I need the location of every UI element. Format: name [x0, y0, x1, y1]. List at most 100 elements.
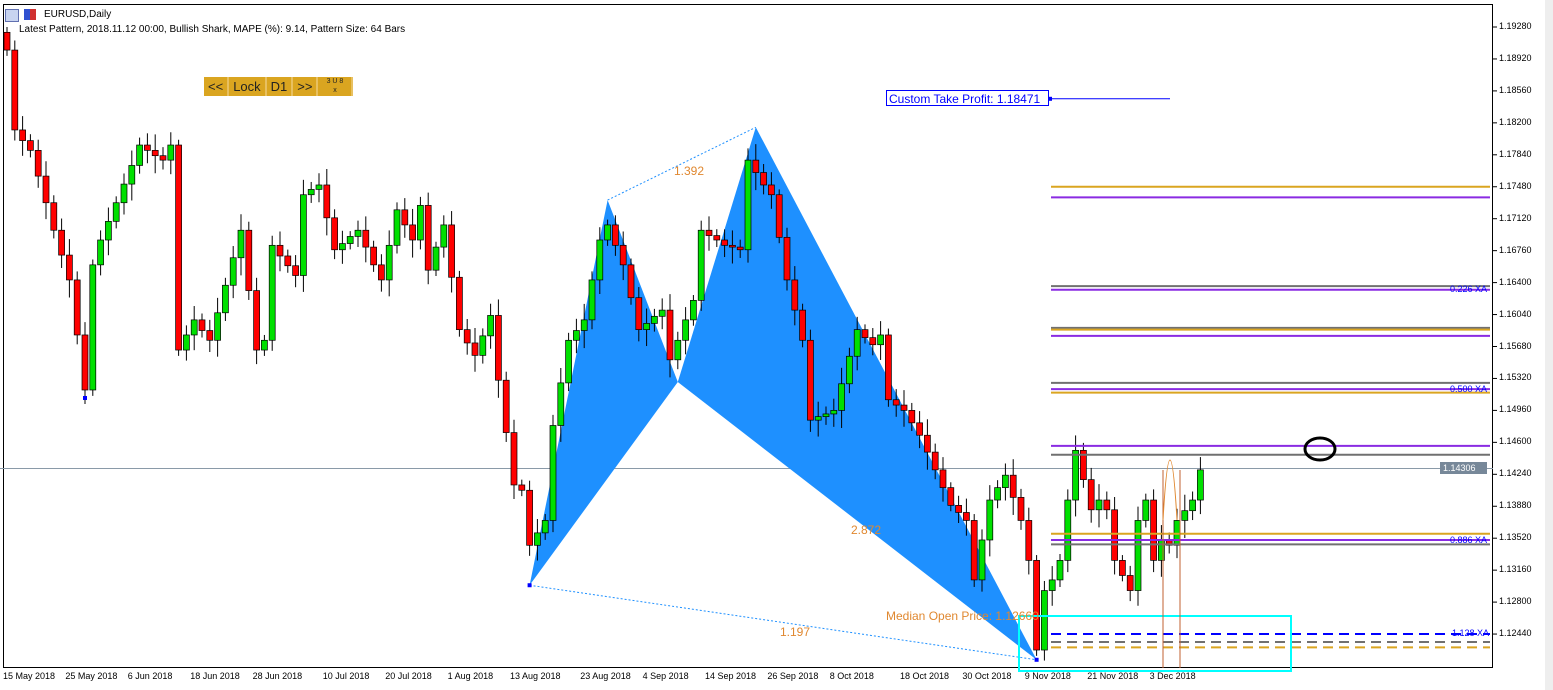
prev-pattern-button[interactable]: << [204, 77, 230, 96]
date-axis-label: 18 Oct 2018 [900, 671, 950, 681]
pattern-xab-triangle [529, 200, 678, 586]
bearish-candle [1033, 560, 1040, 651]
bearish-candle [409, 224, 416, 241]
price-axis-label: 1.13160 [1499, 564, 1532, 575]
bearish-candle [144, 144, 151, 151]
bearish-candle [50, 202, 58, 231]
bearish-candle [1017, 497, 1025, 521]
bearish-candle [19, 129, 26, 141]
chart-type-icon [24, 9, 36, 20]
bullish-candle [830, 410, 838, 415]
bearish-candle [1126, 575, 1134, 591]
bearish-candle [42, 175, 50, 204]
bearish-candle [206, 330, 214, 341]
bullish-candle [596, 239, 604, 281]
bullish-candle [1002, 474, 1009, 488]
bearish-candle [807, 339, 814, 421]
price-axis-label: 1.18560 [1499, 84, 1532, 95]
ratio-ac-label: 1.392 [674, 164, 705, 178]
bullish-candle [385, 244, 393, 281]
bearish-candle [58, 229, 65, 256]
price-axis-label: 1.17120 [1499, 212, 1532, 223]
bearish-candle [768, 184, 775, 196]
bullish-candle [651, 315, 658, 324]
bullish-candle [167, 144, 175, 161]
lock-button[interactable]: Lock [229, 77, 267, 96]
bearish-candle [963, 512, 970, 521]
date-axis-label: 26 Sep 2018 [767, 671, 819, 681]
bullish-candle [112, 202, 120, 222]
custom-take-profit-label[interactable]: Custom Take Profit: 1.18471 [886, 90, 1049, 106]
next-pattern-button[interactable]: >> [293, 77, 319, 96]
bullish-candle [1142, 499, 1150, 521]
bullish-candle [565, 339, 572, 384]
bearish-candle [73, 279, 81, 336]
bullish-candle [604, 224, 611, 241]
date-axis-label: 4 Sep 2018 [642, 671, 689, 681]
bearish-candle [635, 297, 643, 330]
mini-controls[interactable]: 3 U 8 x [318, 77, 354, 96]
bearish-candle [495, 315, 502, 381]
pattern-bcd-triangle [677, 127, 1037, 660]
bearish-candle [518, 484, 526, 491]
bearish-candle [463, 329, 471, 344]
bullish-candle [1197, 469, 1204, 501]
bullish-candle [853, 329, 861, 357]
price-axis-label: 1.18200 [1499, 116, 1532, 127]
bearish-candle [27, 140, 34, 151]
ratio-xd-label: 1.197 [780, 625, 811, 639]
bearish-candle [931, 451, 939, 471]
date-axis-label: 18 Jun 2018 [190, 671, 240, 681]
bullish-candle [994, 487, 1001, 501]
timeframe-button[interactable]: D1 [266, 77, 294, 96]
pivot-marker [1034, 657, 1039, 662]
bearish-candle [159, 155, 167, 161]
xa-level-label: 0.500 XA [1450, 384, 1488, 394]
chart-area[interactable] [3, 4, 1493, 668]
bearish-candle [627, 264, 635, 299]
bullish-candle [1056, 560, 1064, 581]
bearish-candle [955, 505, 962, 513]
bearish-candle [253, 290, 260, 351]
bullish-candle [978, 539, 986, 581]
bullish-candle [346, 236, 354, 244]
bullish-candle [417, 205, 424, 241]
bullish-candle [557, 382, 565, 426]
date-axis-label: 9 Nov 2018 [1024, 671, 1071, 681]
price-axis-label: 1.12800 [1499, 596, 1532, 607]
bullish-candle [214, 312, 221, 341]
bullish-candle [440, 224, 448, 248]
bullish-candle [1072, 449, 1079, 501]
chart-window-icon [5, 9, 19, 22]
close-panel-button[interactable]: x [333, 87, 337, 94]
bearish-candle [1080, 449, 1087, 480]
bearish-candle [34, 150, 42, 177]
bearish-candle [3, 31, 11, 51]
bullish-candle [300, 194, 307, 276]
date-axis-label: 8 Oct 2018 [829, 671, 874, 681]
bearish-candle [861, 329, 869, 338]
bearish-candle [1111, 509, 1118, 561]
mini-options[interactable]: 3 U 8 [326, 78, 344, 85]
date-axis-label: 28 Jun 2018 [252, 671, 303, 681]
bullish-candle [487, 315, 494, 337]
bearish-candle [526, 489, 533, 546]
bullish-candle [183, 334, 190, 351]
price-axis-label: 1.19280 [1499, 21, 1532, 31]
pattern-ac-dotted-line [607, 126, 757, 201]
bearish-candle [736, 246, 744, 251]
bearish-candle [401, 209, 409, 226]
price-axis-label: 1.14240 [1499, 468, 1532, 479]
date-axis-label: 1 Aug 2018 [447, 671, 494, 681]
median-open-price-label: Median Open Price: 1.12660 [886, 609, 1039, 623]
right-scrollbar[interactable] [1545, 0, 1553, 690]
bearish-candle [760, 172, 767, 186]
bearish-candle [378, 264, 385, 281]
bearish-candle [916, 422, 923, 436]
bearish-candle [456, 276, 463, 330]
bearish-candle [892, 399, 900, 406]
price-axis-label: 1.12440 [1499, 628, 1532, 639]
prz-box [1018, 615, 1292, 672]
bullish-candle [588, 279, 596, 321]
